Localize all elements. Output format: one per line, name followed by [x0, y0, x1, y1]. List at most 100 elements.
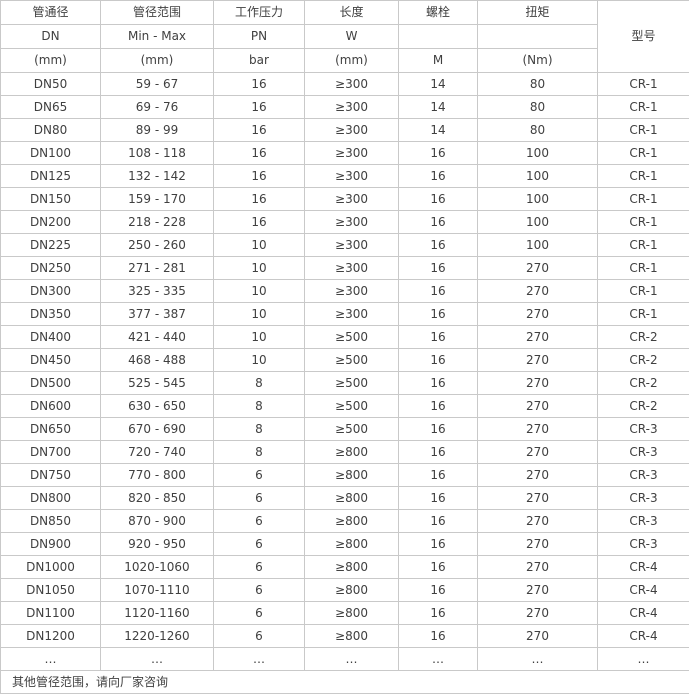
table-cell: ≥800	[304, 624, 399, 648]
table-row: DN100 108 - 118 16 ≥300 16 100 CR-1	[0, 141, 689, 165]
table-row: DN225 250 - 260 10 ≥300 16 100 CR-1	[0, 233, 689, 257]
table-row: DN80 89 - 99 16 ≥300 14 80 CR-1	[0, 118, 689, 142]
table-body: DN50 59 - 67 16 ≥300 14 80 CR-1 DN65 69 - 76 16 ≥3…	[0, 72, 689, 671]
table-row: DN65 69 - 76 16 ≥300 14 80 CR-1	[0, 95, 689, 119]
table-cell: CR-1	[597, 118, 689, 142]
table-cell: DN600	[0, 394, 101, 418]
col-symbol-w: W	[304, 24, 399, 49]
table-cell: 8	[213, 394, 305, 418]
table-cell: 270	[477, 532, 598, 556]
table-cell: 10	[213, 348, 305, 372]
table-row: …………………	[0, 647, 689, 671]
table-cell: 8	[213, 371, 305, 395]
table-cell: CR-4	[597, 624, 689, 648]
col-unit-pressure: bar	[213, 48, 305, 73]
table-cell: ≥300	[304, 118, 399, 142]
table-cell: 16	[398, 624, 478, 648]
table-row: DN850 870 - 900 6 ≥800 16 270 CR-3	[0, 509, 689, 533]
table-cell: 100	[477, 141, 598, 165]
table-row: DN1000 1020-1060 6 ≥800 16 270 CR-4	[0, 555, 689, 579]
table-cell: 325 - 335	[100, 279, 214, 303]
table-cell: 270	[477, 486, 598, 510]
table-cell: …	[0, 647, 101, 671]
table-row: DN150 159 - 170 16 ≥300 16 100 CR-1	[0, 187, 689, 211]
table-row: DN125 132 - 142 16 ≥300 16 100 CR-1	[0, 164, 689, 188]
table-cell: 16	[398, 325, 478, 349]
table-cell: CR-1	[597, 187, 689, 211]
table-cell: 16	[213, 141, 305, 165]
table-cell: CR-4	[597, 578, 689, 602]
table-cell: ≥800	[304, 555, 399, 579]
table-cell: 16	[398, 348, 478, 372]
table-cell: 6	[213, 601, 305, 625]
table-cell: DN65	[0, 95, 101, 119]
table-cell: DN650	[0, 417, 101, 441]
table-row: DN750 770 - 800 6 ≥800 16 270 CR-3	[0, 463, 689, 487]
table-cell: 89 - 99	[100, 118, 214, 142]
table-cell: CR-4	[597, 555, 689, 579]
table-cell: ≥500	[304, 348, 399, 372]
table-cell: 270	[477, 624, 598, 648]
table-cell: DN125	[0, 164, 101, 188]
table-cell: DN850	[0, 509, 101, 533]
table-cell: …	[398, 647, 478, 671]
col-symbol-pn: PN	[213, 24, 305, 49]
col-unit-range: (mm)	[100, 48, 214, 73]
table-cell: 421 - 440	[100, 325, 214, 349]
table-cell: 80	[477, 72, 598, 96]
table-cell: 270	[477, 578, 598, 602]
table-row: DN1200 1220-1260 6 ≥800 16 270 CR-4	[0, 624, 689, 648]
table-cell: 270	[477, 325, 598, 349]
table-cell: CR-1	[597, 72, 689, 96]
table-cell: 770 - 800	[100, 463, 214, 487]
table-cell: 16	[398, 302, 478, 326]
table-cell: DN50	[0, 72, 101, 96]
col-header-working-pressure: 工作压力	[213, 0, 305, 25]
table-cell: 16	[398, 555, 478, 579]
table-cell: DN450	[0, 348, 101, 372]
table-cell: CR-1	[597, 210, 689, 234]
table-cell: 630 - 650	[100, 394, 214, 418]
table-cell: CR-4	[597, 601, 689, 625]
table-cell: 16	[213, 187, 305, 211]
table-cell: ≥800	[304, 486, 399, 510]
table-cell: CR-2	[597, 348, 689, 372]
table-row: DN1050 1070-1110 6 ≥800 16 270 CR-4	[0, 578, 689, 602]
table-cell: DN1000	[0, 555, 101, 579]
col-header-pipe-range: 管径范围	[100, 0, 214, 25]
col-symbol-torque-empty	[477, 24, 598, 49]
col-symbol-bolt-empty	[398, 24, 478, 49]
table-cell: DN1200	[0, 624, 101, 648]
table-cell: ≥800	[304, 463, 399, 487]
table-cell: 108 - 118	[100, 141, 214, 165]
table-cell: 16	[398, 486, 478, 510]
table-row: DN250 271 - 281 10 ≥300 16 270 CR-1	[0, 256, 689, 280]
table-cell: 16	[398, 210, 478, 234]
table-cell: 16	[398, 371, 478, 395]
table-row: DN200 218 - 228 16 ≥300 16 100 CR-1	[0, 210, 689, 234]
table-cell: 820 - 850	[100, 486, 214, 510]
table-cell: ≥300	[304, 210, 399, 234]
table-cell: 16	[398, 164, 478, 188]
table-cell: 270	[477, 555, 598, 579]
table-cell: 218 - 228	[100, 210, 214, 234]
table-cell: 271 - 281	[100, 256, 214, 280]
col-header-length: 长度	[304, 0, 399, 25]
table-cell: 6	[213, 532, 305, 556]
table-cell: ≥300	[304, 95, 399, 119]
table-cell: 6	[213, 578, 305, 602]
table-cell: …	[100, 647, 214, 671]
table-cell: 270	[477, 601, 598, 625]
table-row: DN300 325 - 335 10 ≥300 16 270 CR-1	[0, 279, 689, 303]
table-cell: 720 - 740	[100, 440, 214, 464]
table-cell: 377 - 387	[100, 302, 214, 326]
table-cell: CR-3	[597, 532, 689, 556]
table-cell: DN900	[0, 532, 101, 556]
table-cell: 16	[398, 394, 478, 418]
table-cell: ≥300	[304, 72, 399, 96]
table-cell: ≥800	[304, 601, 399, 625]
table-cell: CR-2	[597, 325, 689, 349]
table-cell: ≥500	[304, 325, 399, 349]
table-row: DN50 59 - 67 16 ≥300 14 80 CR-1	[0, 72, 689, 96]
table-row: DN650 670 - 690 8 ≥500 16 270 CR-3	[0, 417, 689, 441]
